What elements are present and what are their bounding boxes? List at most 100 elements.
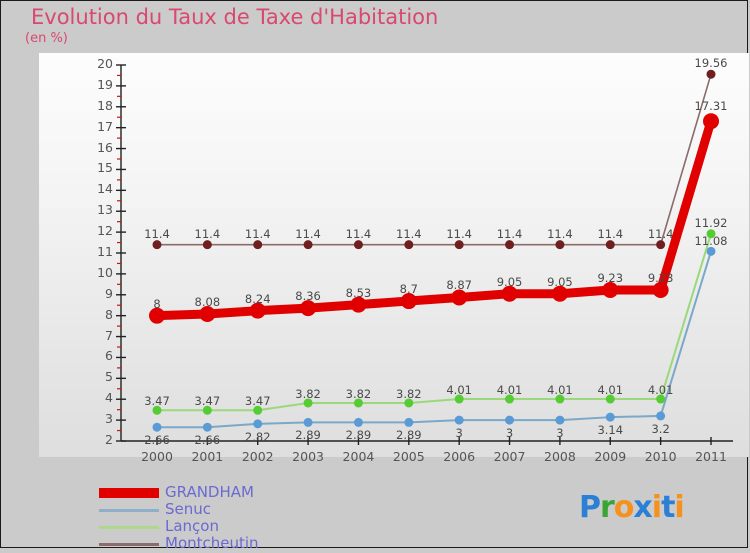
proxiti-logo: Proxiti — [579, 490, 685, 525]
y-axis-tick-label: 6 — [105, 348, 113, 364]
x-axis-tick-label: 2005 — [392, 449, 425, 464]
y-axis-tick-label: 16 — [97, 139, 113, 155]
data-point-label: 11.4 — [194, 226, 221, 241]
data-point-label: 2.89 — [396, 428, 422, 443]
data-point-label: 3.2 — [651, 421, 670, 436]
data-point-label: 8.53 — [345, 285, 372, 300]
data-point-label: 8.08 — [194, 294, 221, 309]
data-point-label: 4.01 — [496, 383, 523, 397]
legend-swatch — [99, 543, 159, 546]
y-axis-tick-label: 17 — [97, 118, 113, 134]
y-axis-tick-label: 18 — [97, 97, 113, 113]
data-point-label: 11.4 — [345, 226, 372, 241]
data-point-label: 11.4 — [396, 226, 422, 241]
data-point-label: 9.23 — [597, 270, 624, 285]
data-point-label: 9.23 — [647, 270, 674, 285]
x-axis-tick-label: 2001 — [191, 449, 224, 464]
y-axis-tick-label: 12 — [97, 223, 113, 239]
x-axis-tick-label: 2007 — [493, 449, 526, 464]
data-point-label: 11.4 — [295, 226, 321, 241]
x-axis-tick-label: 2011 — [695, 449, 727, 464]
data-point-label: 4.01 — [446, 383, 472, 397]
y-axis-tick-label: 13 — [97, 202, 113, 218]
y-axis-tick-label: 11 — [97, 244, 113, 259]
y-axis-tick-label: 15 — [97, 160, 113, 176]
plot-area: 2 3 4 5 6 7 8 9 10 11 12 13 14 15 16 17 18 19 20 2000 2001 20… — [39, 53, 749, 464]
data-point-label: 11.92 — [694, 215, 728, 230]
data-point-label: 8.87 — [446, 278, 472, 293]
logo-letter: i — [674, 490, 684, 525]
data-point-label: 19.56 — [694, 56, 728, 71]
data-point-label: 11.4 — [446, 226, 472, 241]
logo-letter: i — [651, 490, 662, 525]
data-point-label: 11.4 — [496, 226, 523, 241]
data-point-label: 11.08 — [694, 234, 728, 249]
logo-letter: t — [661, 490, 675, 525]
data-point-label: 11.4 — [244, 226, 271, 241]
data-point-label: 8.24 — [244, 291, 271, 306]
legend-swatch — [99, 488, 159, 498]
data-point-label: 2.89 — [345, 428, 372, 443]
data-point-label: 3.47 — [144, 394, 170, 409]
y-axis-tick-label: 5 — [105, 369, 113, 385]
data-point-label: 3.82 — [396, 386, 422, 401]
y-axis-tick-label: 2 — [105, 432, 113, 447]
chart-canvas — [116, 64, 733, 445]
logo-letter: P — [579, 490, 601, 525]
x-axis-tick-label: 2000 — [141, 449, 173, 464]
data-point-label: 4.01 — [647, 383, 674, 397]
data-point-label: 11.4 — [144, 226, 170, 241]
data-point-label: 8.7 — [399, 282, 418, 297]
data-point-label: 9.05 — [547, 274, 573, 289]
data-point-label: 11.4 — [647, 226, 674, 241]
data-point-label: 4.01 — [547, 383, 573, 397]
data-point-label: 9.05 — [496, 274, 523, 289]
y-axis-tick-label: 14 — [97, 181, 113, 197]
legend-label: Lançon — [165, 517, 219, 535]
x-axis-tick-label: 2006 — [443, 449, 476, 464]
y-axis-tick-label: 19 — [97, 76, 113, 92]
data-point-label: 3.47 — [194, 394, 221, 409]
x-axis-tick-label: 2008 — [544, 449, 576, 464]
page-title: Evolution du Taux de Taxe d'Habitation — [31, 5, 439, 29]
data-point-label: 11.4 — [597, 226, 624, 241]
data-point-label: 17.31 — [694, 99, 728, 114]
legend-swatch — [99, 509, 159, 512]
y-axis-tick-label: 8 — [105, 306, 113, 322]
logo-letter: x — [633, 490, 652, 525]
data-point-label: 3.82 — [295, 386, 321, 401]
logo-letter: r — [600, 490, 615, 525]
y-axis-tick-label: 3 — [105, 411, 113, 427]
legend-label: Senuc — [165, 500, 212, 518]
data-point-label: 2.66 — [144, 433, 170, 448]
data-point-label: 3 — [505, 426, 514, 441]
y-axis-tick-label: 20 — [97, 56, 113, 71]
data-point-label: 3.47 — [244, 394, 271, 409]
y-axis-tick-label: 7 — [105, 327, 113, 343]
y-axis-tick-label: 4 — [105, 390, 113, 406]
x-axis-tick-label: 2003 — [292, 449, 324, 464]
x-axis-tick-label: 2010 — [644, 449, 677, 464]
data-point-label: 11.4 — [547, 226, 573, 241]
data-point-label: 2.89 — [295, 428, 321, 443]
legend-swatch — [99, 526, 159, 529]
logo-letter: o — [613, 490, 635, 525]
data-point-label: 3.14 — [597, 423, 624, 438]
data-point-label: 8 — [153, 296, 161, 311]
y-axis-tick-label: 9 — [105, 285, 113, 301]
data-point-label: 8.36 — [295, 289, 321, 304]
data-point-label: 2.66 — [194, 433, 221, 448]
y-axis-tick-label: 10 — [97, 264, 113, 280]
data-point-label: 3 — [455, 426, 463, 441]
legend-label: GRANDHAM — [165, 483, 254, 501]
data-point-label: 2.82 — [244, 429, 271, 444]
chart-subtitle: (en %) — [25, 31, 68, 46]
legend-label: Montcheutin — [165, 534, 259, 552]
data-point-label: 3.82 — [345, 386, 372, 401]
x-axis-tick-label: 2004 — [342, 449, 375, 464]
x-axis-tick-label: 2002 — [241, 449, 274, 464]
data-point-label: 4.01 — [597, 383, 624, 397]
x-axis-tick-label: 2009 — [594, 449, 627, 464]
data-point-label: 3 — [556, 426, 564, 441]
